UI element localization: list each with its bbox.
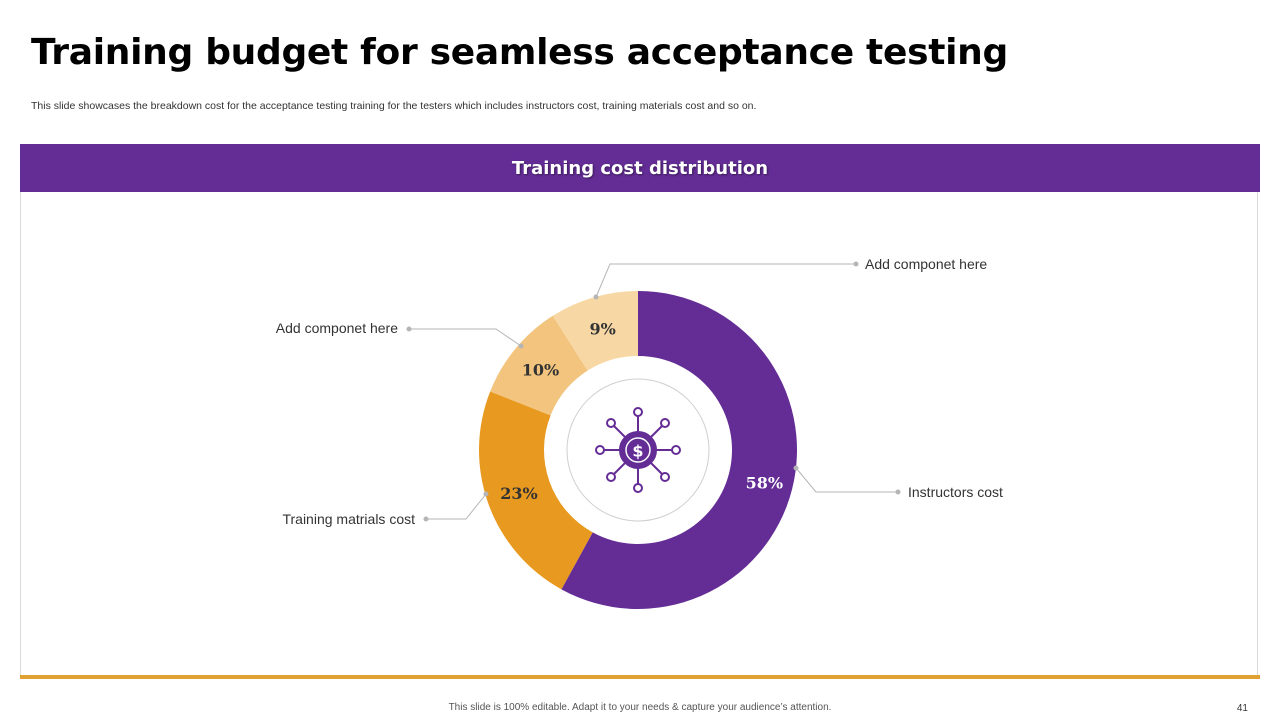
callout-line — [595, 263, 856, 298]
slice-category-label: Add componet here — [276, 320, 398, 336]
donut-slice — [490, 315, 588, 416]
slice-category-label: Add componet here — [865, 256, 987, 272]
footer-note: This slide is 100% editable. Adapt it to… — [448, 702, 832, 713]
donut-slice — [561, 291, 798, 610]
slice-value-labels: 58% 23% 10% 9% — [500, 320, 783, 503]
callout-lines: Instructors cost Training matrials cost Ad… — [276, 256, 1003, 527]
panel-header-title: Training cost distribution — [511, 157, 769, 179]
dollar-network-icon: $ — [595, 407, 681, 493]
page-number: 41 — [1236, 703, 1248, 714]
donut-slice — [478, 391, 593, 590]
callout-dot — [406, 326, 412, 332]
callout-line — [426, 493, 487, 520]
slide-title: Training budget for seamless acceptance … — [31, 32, 1008, 73]
slice-category-label: Training matrials cost — [282, 511, 415, 527]
accent-rule — [20, 675, 1260, 679]
callout-line — [409, 328, 522, 347]
panel-header: Training cost distribution — [20, 144, 1260, 192]
callout-dot — [423, 516, 429, 522]
svg-text:$: $ — [632, 442, 643, 461]
slice-category-label: Instructors cost — [908, 484, 1003, 500]
donut-slice — [552, 291, 638, 371]
callout-dot — [518, 343, 524, 349]
callout-dot — [895, 489, 901, 495]
slice-value-label: 58% — [746, 473, 783, 492]
callout-dot — [483, 491, 489, 497]
slide-subtitle: This slide showcases the breakdown cost … — [31, 100, 757, 112]
inner-ring — [566, 378, 710, 522]
callout-line — [795, 467, 898, 493]
callout-dot — [593, 294, 599, 300]
slice-value-label: 10% — [522, 360, 559, 379]
callout-dot — [853, 261, 859, 267]
donut-slices — [478, 291, 798, 610]
slice-value-label: 23% — [500, 484, 537, 503]
callout-dot — [793, 465, 799, 471]
slice-value-label: 9% — [590, 320, 616, 339]
